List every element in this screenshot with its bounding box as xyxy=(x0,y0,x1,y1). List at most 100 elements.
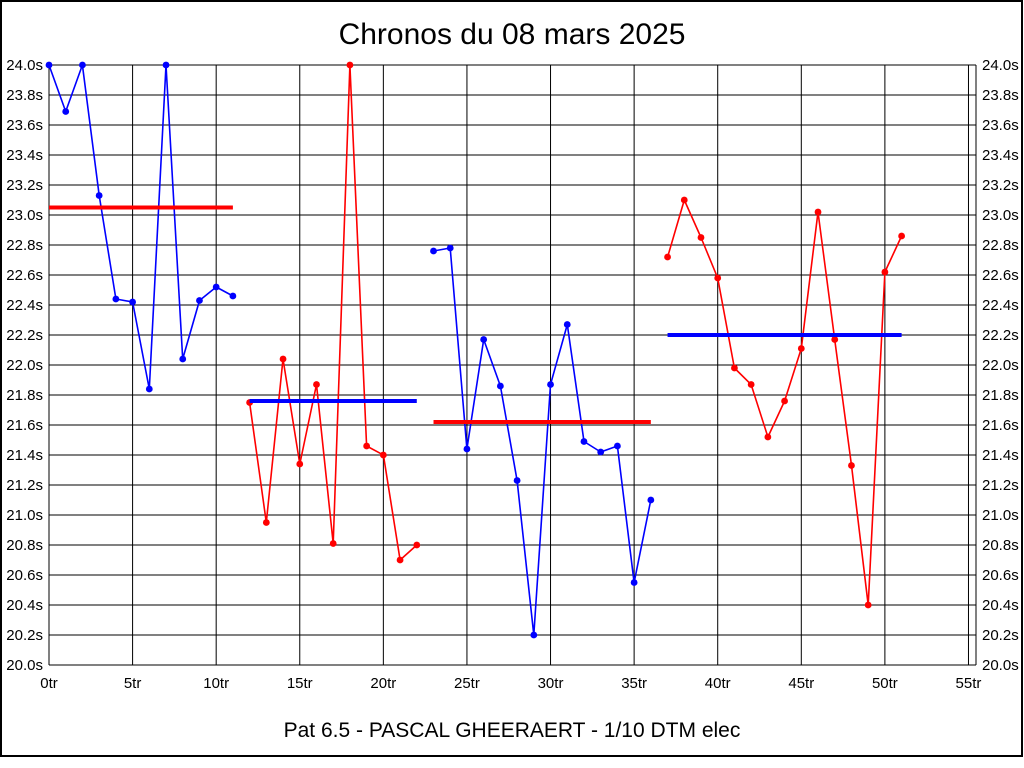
lap-point xyxy=(379,451,387,459)
lap-point xyxy=(279,355,287,363)
x-tick-label: 20tr xyxy=(370,675,396,692)
lap-point xyxy=(430,247,437,255)
y-tick-label: 23.6s xyxy=(982,117,1019,134)
y-tick-label: 21.6s xyxy=(6,417,43,434)
lap-point xyxy=(530,631,538,639)
series-stint-4 xyxy=(664,196,906,609)
lap-point xyxy=(129,298,136,306)
x-tick-label: 50tr xyxy=(872,675,898,692)
y-tick-label: 22.0s xyxy=(6,357,43,374)
lap-point xyxy=(95,192,103,199)
x-tick-label: 30tr xyxy=(538,675,564,692)
lap-point xyxy=(329,540,337,547)
series-line xyxy=(48,64,234,390)
series-stint-2 xyxy=(246,61,421,564)
y-tick-label: 23.4s xyxy=(982,147,1019,164)
lap-point xyxy=(781,397,788,405)
lap-point xyxy=(363,442,371,450)
y-tick-label: 21.0s xyxy=(6,507,43,524)
chart-caption: Pat 6.5 - PASCAL GHEERAERT - 1/10 DTM el… xyxy=(283,719,741,742)
y-tick-label: 22.6s xyxy=(6,267,43,284)
lap-point xyxy=(547,381,554,388)
x-axis-labels: 0tr 5tr 10tr 15tr 20tr 25tr 30tr 35tr 40tr 45tr 50… xyxy=(40,675,981,692)
lap-point xyxy=(614,442,621,450)
lap-point xyxy=(313,381,320,388)
lap-point xyxy=(212,283,220,291)
lap-point xyxy=(664,253,671,261)
x-tick-label: 40tr xyxy=(705,675,731,692)
x-tick-label: 5tr xyxy=(124,675,142,692)
lap-point xyxy=(580,438,588,445)
y-tick-label: 21.6s xyxy=(982,417,1019,434)
lap-point xyxy=(731,364,738,372)
lap-point xyxy=(413,541,421,549)
series-stint-1 xyxy=(45,61,237,393)
lap-point xyxy=(229,292,237,300)
y-tick-label: 22.0s xyxy=(982,357,1019,374)
y-tick-label: 22.6s xyxy=(982,267,1019,284)
lap-point xyxy=(262,519,270,526)
lap-point xyxy=(597,448,605,456)
y-tick-label: 23.0s xyxy=(982,207,1019,224)
x-tick-label: 55tr xyxy=(956,675,982,692)
x-tick-label: 35tr xyxy=(621,675,647,692)
lap-point xyxy=(145,385,153,393)
y-tick-label: 23.8s xyxy=(982,87,1019,104)
y-axis-labels-right: 24.0s 23.8s 23.6s 23.4s 23.2s 23.0s 22.8s 22.6s… xyxy=(982,57,1019,674)
lap-point xyxy=(513,477,521,484)
lap-point xyxy=(563,321,571,328)
lap-point xyxy=(831,336,839,343)
y-tick-label: 20.0s xyxy=(6,657,43,674)
y-tick-label: 23.2s xyxy=(982,177,1019,194)
lap-point xyxy=(446,244,454,252)
lap-point xyxy=(747,381,755,388)
lap-point xyxy=(179,355,187,363)
lap-point xyxy=(496,382,504,390)
y-tick-label: 20.2s xyxy=(6,627,43,644)
y-tick-label: 22.4s xyxy=(982,297,1019,314)
lap-point xyxy=(881,268,889,276)
y-tick-label: 23.8s xyxy=(6,87,43,104)
y-tick-label: 21.4s xyxy=(982,447,1019,464)
lap-point xyxy=(162,61,170,69)
y-tick-label: 20.6s xyxy=(982,567,1019,584)
y-tick-label: 23.4s xyxy=(6,147,43,164)
lap-point xyxy=(480,336,488,343)
lap-point xyxy=(62,108,70,115)
lap-point xyxy=(714,274,722,282)
lap-point xyxy=(346,61,354,69)
y-tick-label: 20.6s xyxy=(6,567,43,584)
lap-point xyxy=(814,208,822,216)
lap-point xyxy=(797,345,805,352)
lap-point xyxy=(864,601,872,609)
y-tick-label: 20.8s xyxy=(982,537,1019,554)
lap-point xyxy=(630,579,638,586)
lap-point xyxy=(463,445,471,453)
x-tick-label: 10tr xyxy=(203,675,229,692)
y-tick-label: 22.8s xyxy=(6,237,43,254)
y-tick-label: 21.8s xyxy=(6,387,43,404)
y-tick-label: 21.0s xyxy=(982,507,1019,524)
lap-point xyxy=(112,295,120,303)
y-tick-label: 20.8s xyxy=(6,537,43,554)
lap-point xyxy=(296,460,304,468)
series-line xyxy=(433,247,652,636)
lap-point xyxy=(79,61,86,69)
lap-point xyxy=(764,433,772,441)
y-tick-label: 23.2s xyxy=(6,177,43,194)
y-tick-label: 24.0s xyxy=(6,57,43,74)
x-tick-label: 15tr xyxy=(287,675,313,692)
y-tick-label: 22.2s xyxy=(982,327,1019,344)
lap-point xyxy=(680,196,688,204)
y-tick-label: 21.4s xyxy=(6,447,43,464)
lap-point xyxy=(647,496,655,504)
y-tick-label: 20.4s xyxy=(982,597,1019,614)
chart-title: Chronos du 08 mars 2025 xyxy=(338,18,686,51)
y-tick-label: 20.2s xyxy=(982,627,1019,644)
gridlines xyxy=(48,64,977,666)
y-tick-label: 20.4s xyxy=(6,597,43,614)
lap-point xyxy=(196,297,203,304)
